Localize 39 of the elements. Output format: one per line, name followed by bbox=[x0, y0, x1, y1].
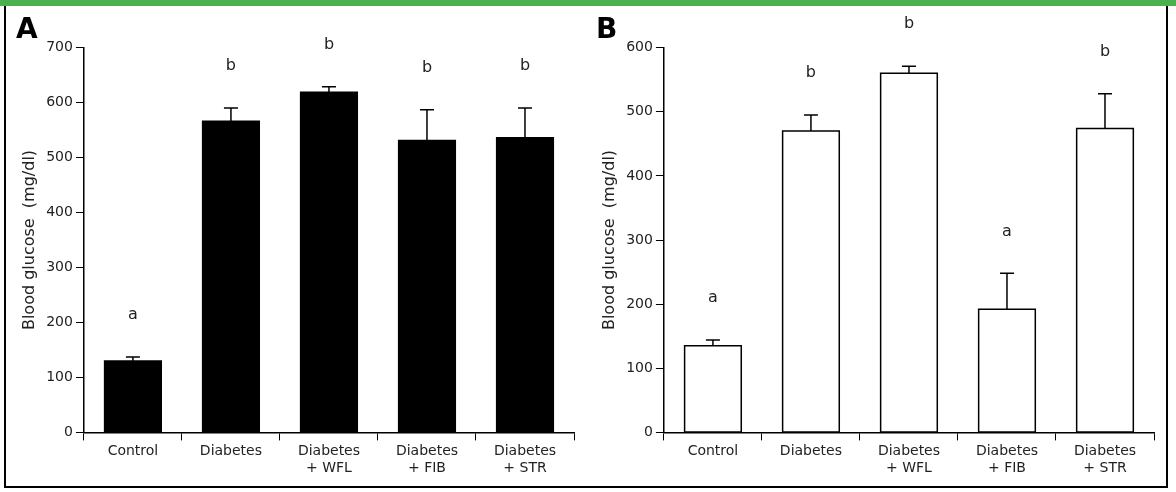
y-tick-label: 300 bbox=[626, 230, 653, 247]
annotation: a bbox=[1002, 220, 1012, 240]
x-tick-label: Diabetes bbox=[199, 442, 263, 459]
x-tick-label: Diabetes + FIB bbox=[975, 442, 1039, 476]
y-tick-label: 0 bbox=[64, 423, 73, 440]
y-tick-label: 200 bbox=[626, 294, 653, 311]
y-tick-label: 400 bbox=[626, 166, 653, 183]
y-tick-label: 400 bbox=[46, 203, 73, 220]
x-tick-label: Diabetes + WFL bbox=[297, 442, 361, 476]
y-tick-label: 700 bbox=[46, 38, 73, 55]
y-tick-label: 100 bbox=[46, 368, 73, 385]
x-tick-label: Control bbox=[107, 442, 159, 459]
y-axis-title: Blood glucose (mg/dl) bbox=[598, 149, 618, 331]
x-tick-label: Diabetes bbox=[779, 442, 843, 459]
y-tick-label: 500 bbox=[626, 102, 653, 119]
y-tick-label: 300 bbox=[46, 258, 73, 275]
annotation: b bbox=[1099, 40, 1111, 60]
x-tick-label: Diabetes + FIB bbox=[395, 442, 459, 476]
x-tick-label: Diabetes + WFL bbox=[877, 442, 941, 476]
y-tick-label: 0 bbox=[644, 423, 653, 440]
annotation: a bbox=[128, 304, 138, 324]
chart-title: A bbox=[16, 12, 38, 46]
y-tick-label: 100 bbox=[626, 358, 653, 375]
annotation: a bbox=[708, 287, 718, 307]
annotation: b bbox=[421, 56, 433, 76]
y-tick-label: 500 bbox=[46, 148, 73, 165]
chart-title: B bbox=[596, 12, 618, 46]
annotation: b bbox=[519, 55, 531, 75]
y-tick-label: 600 bbox=[626, 38, 653, 55]
x-tick-label: Diabetes + STR bbox=[493, 442, 557, 476]
text: b bbox=[903, 13, 915, 33]
x-tick-label: Diabetes + STR bbox=[1073, 442, 1137, 476]
annotation: b bbox=[805, 62, 817, 82]
y-axis-title: Blood glucose (mg/dl) bbox=[18, 149, 38, 331]
x-tick-label: Control bbox=[687, 442, 739, 459]
annotation: b bbox=[225, 55, 237, 75]
y-tick-label: 600 bbox=[46, 93, 73, 110]
annotation: b bbox=[323, 33, 335, 53]
y-tick-label: 200 bbox=[46, 313, 73, 330]
